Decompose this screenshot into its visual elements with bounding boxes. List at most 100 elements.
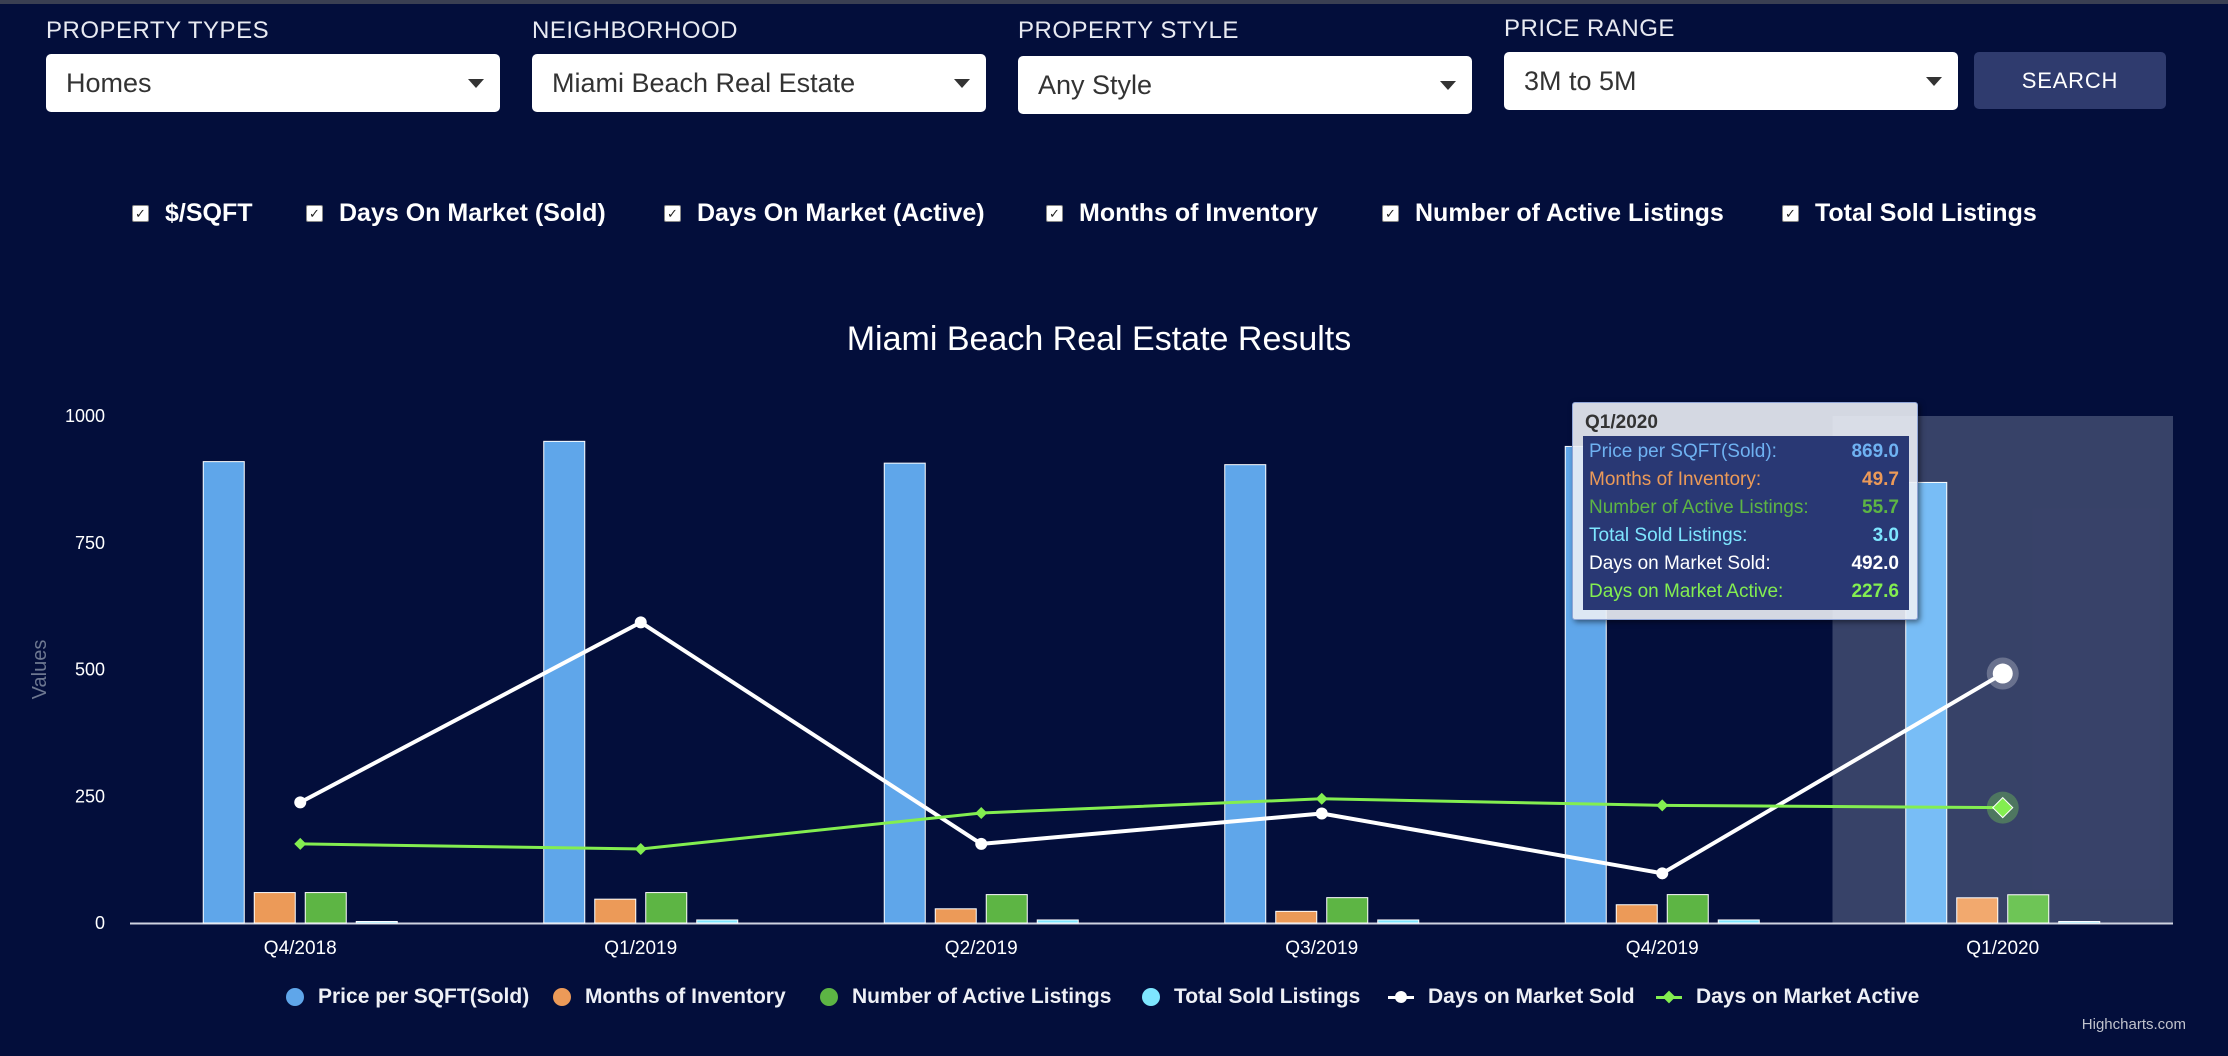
property-types-select[interactable]: Homes — [46, 54, 500, 112]
bar-number-of-active-listings — [1326, 897, 1369, 924]
bar-total-sold-listings — [1377, 919, 1420, 924]
toggle-label: Days On Market (Active) — [697, 198, 985, 227]
bar-total-sold-listings — [1036, 919, 1079, 924]
tooltip-row: Price per SQFT(Sold): 869.0 — [1589, 438, 1903, 464]
property-types-filter: PROPERTY TYPES Homes — [46, 14, 500, 112]
legend-swatch — [1142, 988, 1160, 1006]
top-border — [0, 0, 2228, 4]
y-tick-label: 0 — [95, 913, 105, 933]
tooltip-row: Months of Inventory: 49.7 — [1589, 466, 1903, 492]
line-days-on-market-sold — [299, 620, 2004, 876]
point-days-on-market-active — [634, 842, 647, 855]
toggle-label: $/SQFT — [165, 198, 253, 227]
tooltip-row: Number of Active Listings: 55.7 — [1589, 494, 1903, 520]
point-days-on-market-sold — [1315, 807, 1328, 820]
point-days-on-market-sold — [1656, 867, 1669, 880]
y-tick-label: 750 — [75, 533, 105, 553]
legend-swatch — [553, 988, 571, 1006]
bar-price-per-sqft-sold- — [1224, 464, 1267, 924]
neighborhood-label: NEIGHBORHOOD — [532, 17, 739, 44]
legend-item-dom-sold[interactable]: Days on Market Sold — [1388, 984, 1635, 1010]
price-range-label: PRICE RANGE — [1504, 15, 1675, 42]
legend-swatch — [1656, 988, 1682, 1006]
toggle-price-sqft[interactable]: ✓ $/SQFT — [132, 198, 253, 228]
point-days-on-market-active — [1315, 792, 1328, 805]
property-style-select[interactable]: Any Style — [1018, 56, 1472, 114]
point-days-on-market-active — [1656, 799, 1669, 812]
property-types-label: PROPERTY TYPES — [46, 17, 270, 44]
y-tick-label: 250 — [75, 786, 105, 806]
toggle-label: Total Sold Listings — [1815, 198, 2037, 227]
legend-label: Price per SQFT(Sold) — [318, 985, 530, 1008]
legend-label: Days on Market Active — [1696, 985, 1920, 1008]
point-days-on-market-sold — [634, 616, 647, 629]
neighborhood-filter: NEIGHBORHOOD Miami Beach Real Estate — [532, 14, 986, 112]
bar-price-per-sqft-sold- — [202, 461, 245, 924]
chart-tooltip: Q1/2020 Price per SQFT(Sold): 869.0 Mont… — [1572, 402, 1918, 620]
bar-months-of-inventory — [253, 892, 296, 924]
toggle-dom-active[interactable]: ✓ Days On Market (Active) — [664, 198, 985, 228]
bar-total-sold-listings — [696, 919, 739, 924]
chevron-down-icon — [954, 79, 970, 88]
bar-number-of-active-listings — [645, 892, 688, 924]
toggle-label: Number of Active Listings — [1415, 198, 1724, 227]
credits-link[interactable]: Highcharts.com — [2081, 1016, 2186, 1033]
price-range-filter: PRICE RANGE 3M to 5M — [1504, 12, 1958, 110]
legend-item-active-listings[interactable]: Number of Active Listings — [820, 984, 1111, 1010]
point-days-on-market-active — [975, 806, 988, 819]
checkbox[interactable]: ✓ — [1382, 204, 1399, 222]
bar-total-sold-listings — [2058, 920, 2101, 924]
bar-price-per-sqft-sold- — [883, 462, 926, 924]
x-tick-label: Q1/2019 — [604, 938, 677, 959]
legend-label: Number of Active Listings — [852, 985, 1112, 1008]
toggle-dom-sold[interactable]: ✓ Days On Market (Sold) — [306, 198, 606, 228]
point-days-on-market-sold — [1992, 663, 2013, 684]
toggle-active-listings[interactable]: ✓ Number of Active Listings — [1382, 198, 1724, 228]
tooltip-label: Number of Active Listings: — [1589, 497, 1809, 518]
legend-label: Total Sold Listings — [1174, 985, 1361, 1008]
point-days-on-market-active — [1992, 796, 2014, 819]
checkbox[interactable]: ✓ — [1046, 204, 1063, 222]
search-button[interactable]: SEARCH — [1974, 52, 2166, 109]
legend-item-total-sold[interactable]: Total Sold Listings — [1142, 984, 1360, 1010]
checkbox[interactable]: ✓ — [1782, 204, 1799, 222]
checkbox[interactable]: ✓ — [132, 204, 149, 222]
price-range-value: 3M to 5M — [1524, 66, 1637, 96]
legend-item-price-sqft[interactable]: Price per SQFT(Sold) — [286, 984, 529, 1010]
tooltip-label: Total Sold Listings: — [1589, 525, 1748, 546]
y-tick-label: 500 — [75, 660, 105, 680]
bar-months-of-inventory — [594, 898, 637, 924]
tooltip-header: Q1/2020 — [1585, 412, 1658, 433]
bar-price-per-sqft-sold- — [543, 440, 586, 924]
tooltip-row: Days on Market Active: 227.6 — [1589, 578, 1903, 604]
property-types-value: Homes — [66, 68, 152, 98]
legend-swatch — [286, 988, 304, 1006]
bar-months-of-inventory — [934, 908, 977, 924]
toggle-months-inventory[interactable]: ✓ Months of Inventory — [1046, 198, 1318, 228]
legend-label: Months of Inventory — [585, 985, 786, 1008]
checkbox[interactable]: ✓ — [664, 204, 681, 222]
toggle-label: Months of Inventory — [1079, 198, 1318, 227]
bar-number-of-active-listings — [985, 894, 1028, 924]
legend-swatch — [820, 988, 838, 1006]
x-tick-label: Q2/2019 — [945, 938, 1018, 959]
tooltip-label: Days on Market Active: — [1589, 581, 1784, 602]
x-tick-label: Q4/2019 — [1626, 938, 1699, 959]
legend-item-months-inventory[interactable]: Months of Inventory — [553, 984, 786, 1010]
bar-number-of-active-listings — [304, 892, 347, 924]
tooltip-value: 49.7 — [1862, 469, 1899, 490]
chart-title: Miami Beach Real Estate Results — [846, 320, 1352, 358]
point-days-on-market-active — [294, 837, 307, 850]
toggle-total-sold[interactable]: ✓ Total Sold Listings — [1782, 198, 2037, 228]
price-range-select[interactable]: 3M to 5M — [1504, 52, 1958, 110]
legend-item-dom-active[interactable]: Days on Market Active — [1656, 984, 1919, 1010]
tooltip-row: Total Sold Listings: 3.0 — [1589, 522, 1903, 548]
property-style-filter: PROPERTY STYLE Any Style — [1018, 14, 1472, 114]
checkbox[interactable]: ✓ — [306, 204, 323, 222]
toggle-label: Days On Market (Sold) — [339, 198, 606, 227]
tooltip-body: Price per SQFT(Sold): 869.0 Months of In… — [1583, 436, 1909, 610]
bar-months-of-inventory — [1615, 904, 1658, 924]
bar-number-of-active-listings — [2007, 894, 2050, 924]
neighborhood-select[interactable]: Miami Beach Real Estate — [532, 54, 986, 112]
property-style-label: PROPERTY STYLE — [1018, 17, 1239, 44]
